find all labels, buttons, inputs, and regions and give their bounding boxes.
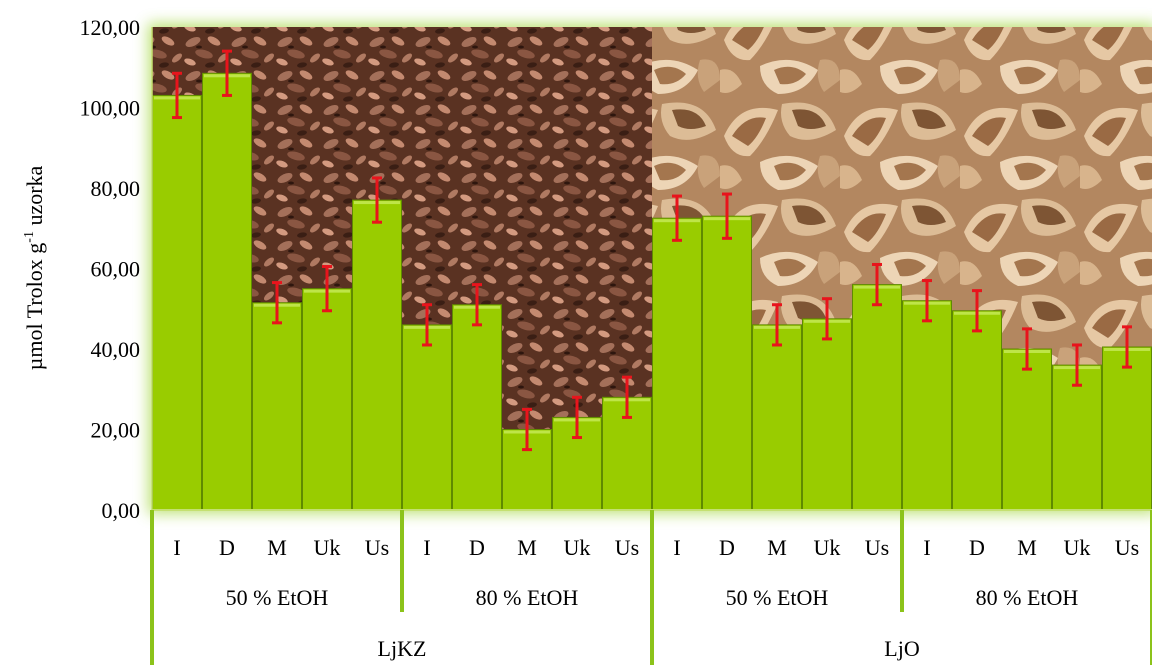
error-bar: [272, 281, 282, 325]
x-tick-label: Us: [365, 535, 389, 560]
bar: [1102, 346, 1152, 511]
x-tick-label: Uk: [314, 535, 341, 560]
bar: [352, 199, 402, 511]
x-tick-label: I: [673, 535, 680, 560]
error-bar: [172, 71, 182, 120]
y-tick-label: 80,00: [91, 176, 141, 201]
x-tick-label: Us: [615, 535, 639, 560]
error-bar: [372, 176, 382, 224]
error-bar: [472, 283, 482, 327]
y-tick-label: 60,00: [91, 257, 141, 282]
y-axis-title-tail: uzorka: [22, 165, 47, 231]
error-bar: [672, 194, 682, 242]
bar: [852, 284, 902, 511]
x-tick-label: M: [517, 535, 537, 560]
bar: [652, 217, 702, 511]
bar: [1002, 348, 1052, 511]
x-tick-label: I: [423, 535, 430, 560]
error-bar: [422, 303, 432, 347]
bar: [802, 318, 852, 511]
sample-group-label: LjO: [884, 636, 919, 661]
bar: [902, 300, 952, 511]
error-bar: [622, 375, 632, 419]
y-axis-title: µmol Trolox g-1 uzorka: [22, 165, 47, 370]
bar: [452, 304, 502, 511]
bar: [1052, 364, 1102, 511]
error-bar: [772, 303, 782, 347]
bar: [402, 324, 452, 511]
x-tick-label: M: [767, 535, 787, 560]
x-tick-label: D: [969, 535, 985, 560]
x-tick-label: M: [267, 535, 287, 560]
error-bar: [1122, 325, 1132, 369]
x-tick-label: Us: [865, 535, 889, 560]
x-tick-label: Uk: [1064, 535, 1091, 560]
x-tick-label: Us: [1115, 535, 1139, 560]
bar: [152, 94, 202, 511]
error-bar: [972, 289, 982, 333]
solvent-group-label: 50 % EtOH: [726, 585, 829, 610]
error-bar: [222, 49, 232, 97]
bar: [252, 302, 302, 511]
error-bar: [872, 262, 882, 307]
bar: [702, 215, 752, 511]
x-tick-label: M: [1017, 535, 1037, 560]
error-bar: [322, 264, 332, 313]
bar: [952, 310, 1002, 511]
bar: [752, 324, 802, 511]
bar: [202, 72, 252, 511]
x-tick-label: I: [173, 535, 180, 560]
x-tick-label: D: [219, 535, 235, 560]
solvent-group-label: 80 % EtOH: [976, 585, 1079, 610]
x-tick-label: D: [719, 535, 735, 560]
error-bar: [1072, 343, 1082, 387]
error-bar: [922, 279, 932, 323]
y-axis-title-superscript: -1: [22, 231, 37, 243]
x-tick-label: Uk: [814, 535, 841, 560]
solvent-group-label: 50 % EtOH: [226, 585, 329, 610]
bar: [302, 288, 352, 511]
error-bar: [722, 192, 732, 240]
x-tick-label: Uk: [564, 535, 591, 560]
x-tick-label: I: [923, 535, 930, 560]
y-tick-label: 100,00: [80, 96, 141, 121]
error-bar: [572, 395, 582, 440]
solvent-group-label: 80 % EtOH: [476, 585, 579, 610]
y-tick-label: 20,00: [91, 418, 141, 443]
sample-group-label: LjKZ: [378, 636, 427, 661]
y-tick-label: 120,00: [80, 15, 141, 40]
error-bar: [522, 407, 532, 452]
y-axis-title-main: µmol Trolox g: [22, 243, 47, 371]
x-tick-label: D: [469, 535, 485, 560]
error-bar: [1022, 327, 1032, 371]
error-bar: [822, 297, 832, 341]
y-tick-label: 40,00: [91, 337, 141, 362]
y-tick-label: 0,00: [102, 498, 141, 523]
